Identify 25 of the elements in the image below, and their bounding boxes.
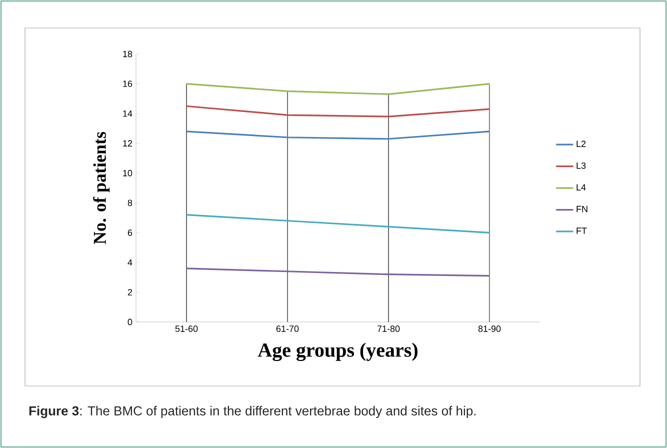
line-series xyxy=(186,214,490,234)
line-series xyxy=(186,268,490,277)
legend-label: L3 xyxy=(576,162,586,169)
legend-label: FT xyxy=(576,228,587,234)
text: Figure 3: The BMC of patients in the different vertebrae body and sites of hip. xyxy=(29,406,476,418)
x-tick-label: 51-60 xyxy=(175,326,198,332)
x-tick-label: 61-70 xyxy=(276,326,299,332)
y-tick-label: 4 xyxy=(128,259,132,266)
y-tick-label: 12 xyxy=(123,140,132,146)
y-tick-label: 6 xyxy=(128,229,132,236)
x-tick-label: 81-90 xyxy=(478,326,501,332)
y-tick-label: 2 xyxy=(128,289,132,296)
y-tick-label: 18 xyxy=(123,50,132,58)
line-series xyxy=(186,105,490,118)
x-axis-title: Age groups (years) xyxy=(258,342,418,362)
legend-label: FN xyxy=(576,206,588,212)
x-tick-label: 71-80 xyxy=(377,326,400,332)
y-tick-label: 8 xyxy=(128,200,132,206)
y-axis-title: No. of patients xyxy=(93,132,110,244)
legend-label: L2 xyxy=(576,140,586,147)
y-tick-label: 0 xyxy=(128,318,132,326)
y-tick-label: 14 xyxy=(123,110,132,117)
legend-label: L4 xyxy=(576,184,586,190)
y-tick-label: 10 xyxy=(123,170,132,176)
y-tick-label: 16 xyxy=(123,80,132,87)
